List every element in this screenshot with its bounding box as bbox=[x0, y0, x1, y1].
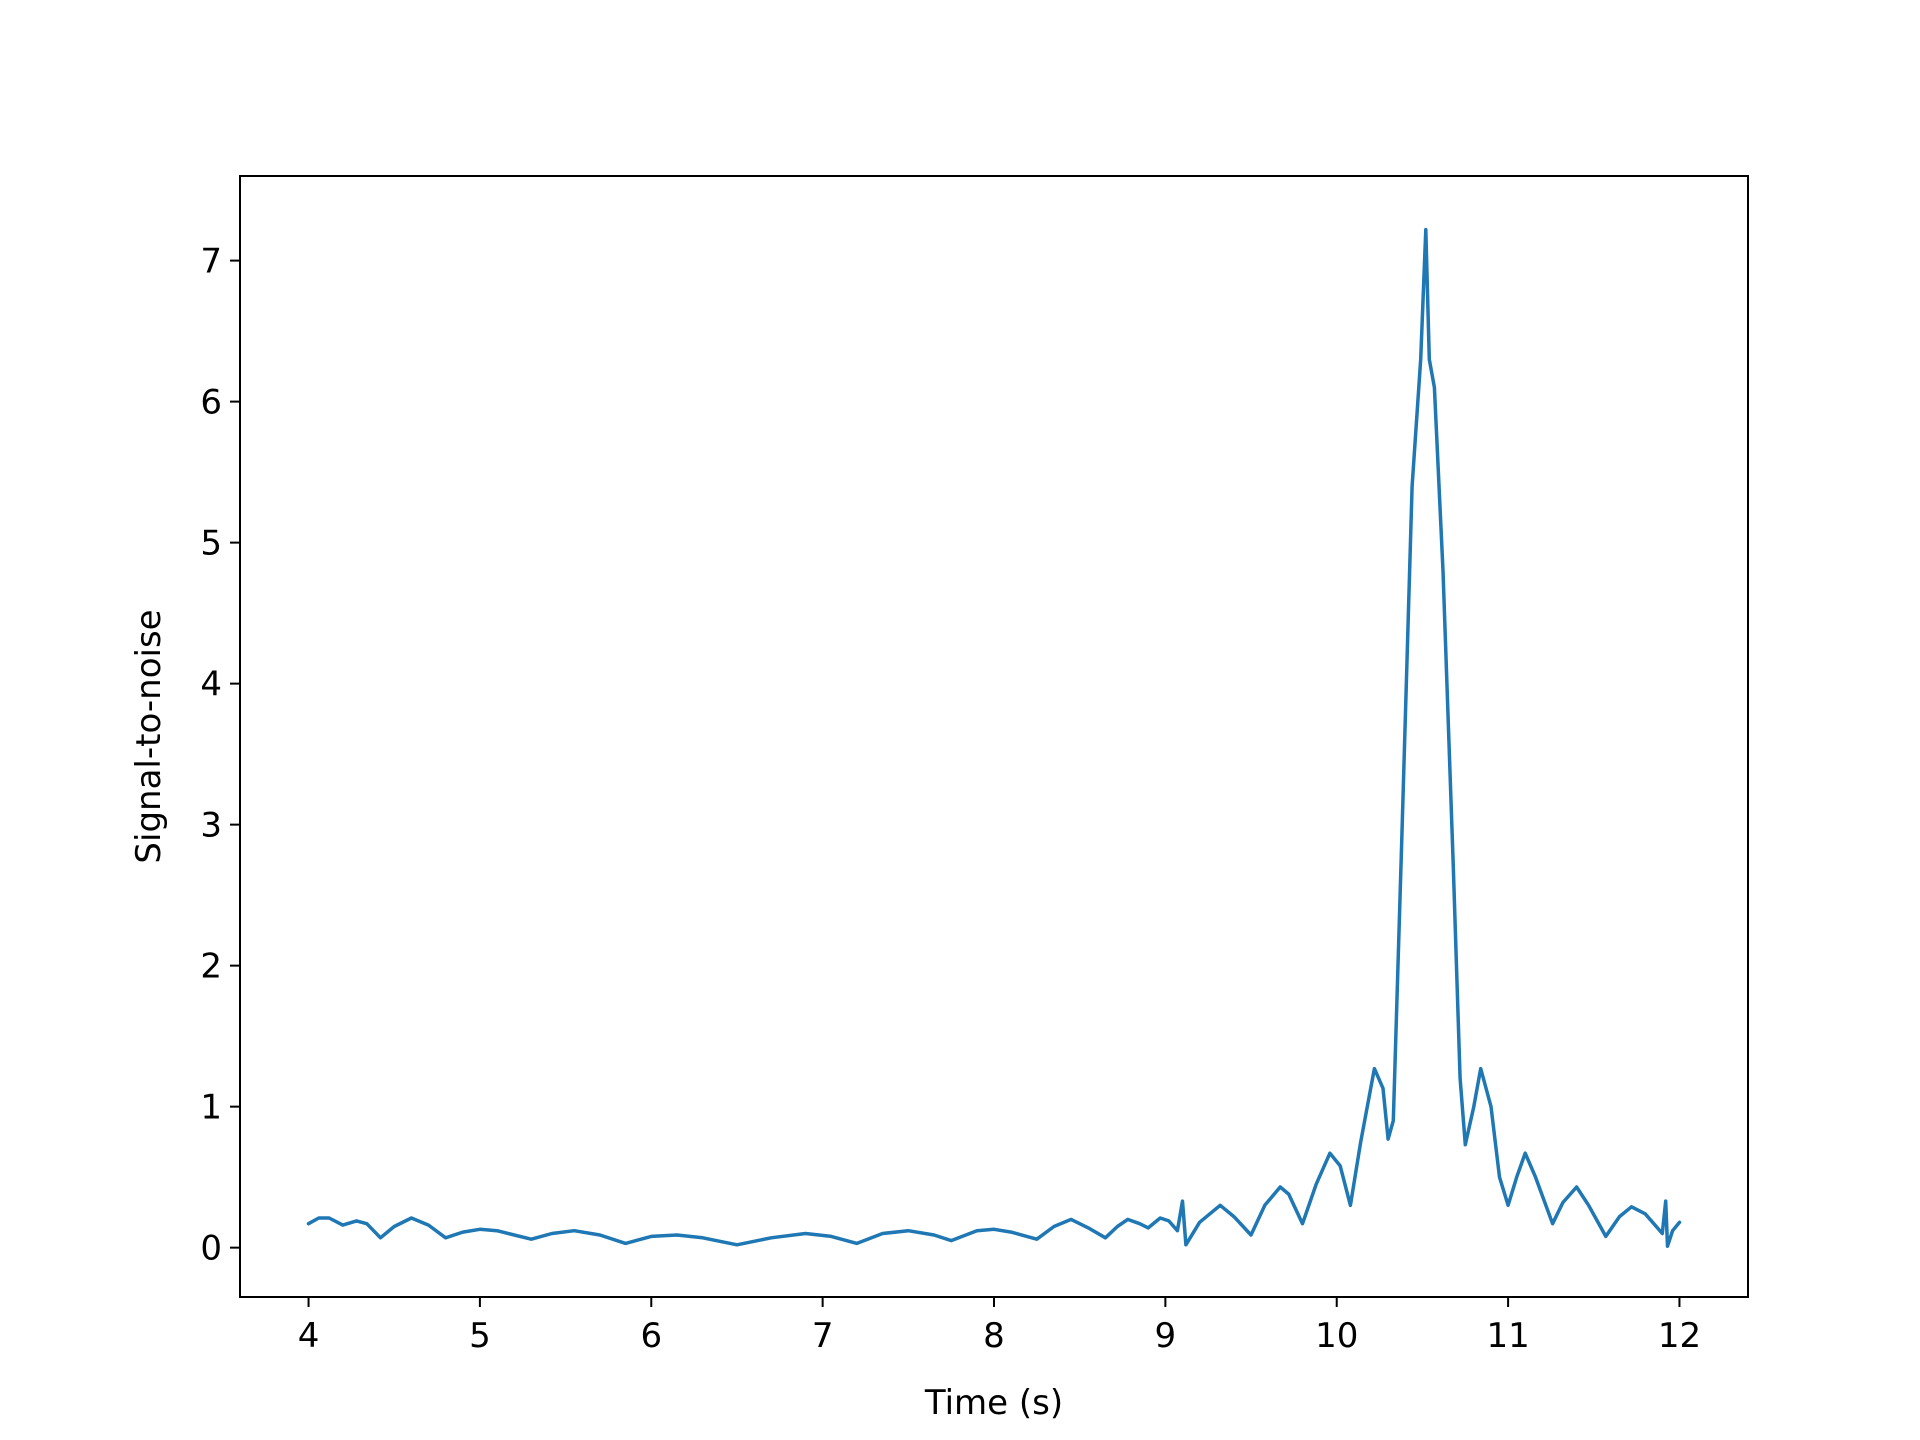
y-tick-label: 7 bbox=[200, 242, 222, 282]
x-axis-label: Time (s) bbox=[924, 1383, 1063, 1423]
y-tick-label: 4 bbox=[200, 665, 222, 705]
y-tick-label: 1 bbox=[200, 1088, 222, 1128]
x-tick-label: 12 bbox=[1658, 1316, 1701, 1356]
plot-area bbox=[306, 227, 1682, 1248]
y-tick-label: 6 bbox=[200, 383, 222, 423]
x-tick-label: 10 bbox=[1315, 1316, 1358, 1356]
x-axis: 4 5 6 7 8 9 10 11 12 bbox=[298, 1297, 1701, 1356]
x-tick-label: 4 bbox=[298, 1316, 320, 1356]
y-axis-label: Signal-to-noise bbox=[129, 609, 169, 863]
x-tick-label: 6 bbox=[640, 1316, 662, 1356]
x-tick-label: 8 bbox=[983, 1316, 1005, 1356]
y-axis: 0 1 2 3 4 5 6 7 bbox=[200, 242, 240, 1269]
series-line-1 bbox=[306, 227, 1682, 1248]
x-tick-label: 9 bbox=[1155, 1316, 1177, 1356]
y-tick-label: 0 bbox=[200, 1229, 222, 1269]
x-tick-label: 5 bbox=[469, 1316, 491, 1356]
y-tick-label: 3 bbox=[200, 806, 222, 846]
x-tick-label: 7 bbox=[812, 1316, 834, 1356]
x-tick-label: 11 bbox=[1486, 1316, 1529, 1356]
y-tick-label: 5 bbox=[200, 524, 222, 564]
y-tick-label: 2 bbox=[200, 947, 222, 987]
